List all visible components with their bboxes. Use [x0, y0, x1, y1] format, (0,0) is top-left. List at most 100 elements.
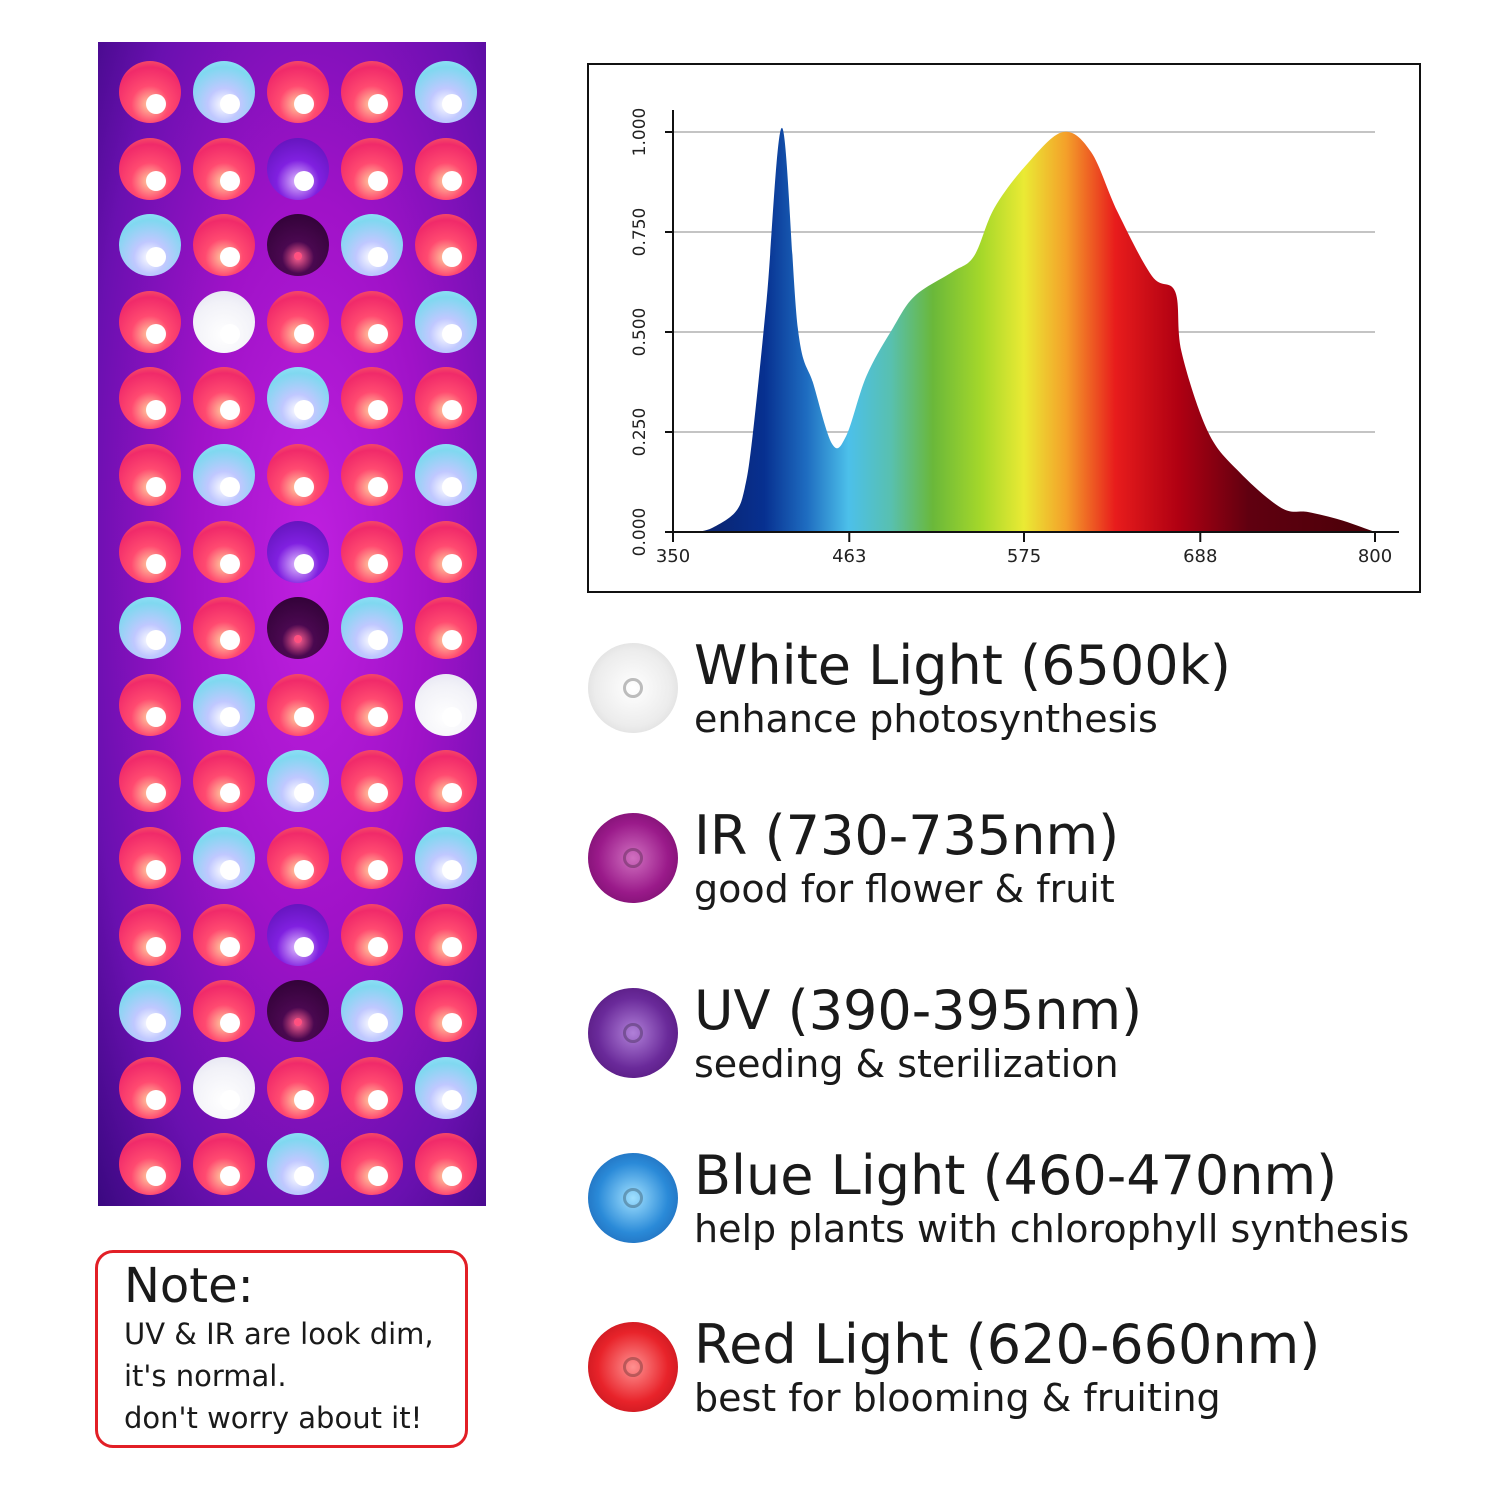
ir-led [267, 214, 329, 277]
led-chip [220, 170, 240, 191]
led-chip [146, 323, 166, 344]
led-grow-light-panel [98, 42, 486, 1206]
blue-led [415, 61, 477, 123]
blue-led-icon [588, 1153, 678, 1243]
led-chip [368, 400, 388, 421]
spectrum-chart: 0.000 0.250 0.500 0.750 1.000 350 463 575 688 800 [587, 63, 1421, 593]
x-tick-label: 463 [832, 546, 866, 567]
led-chip [220, 783, 240, 804]
led-chip [146, 630, 166, 651]
led-chip [442, 1013, 462, 1034]
x-tick-label: 688 [1183, 546, 1217, 567]
red-led [267, 290, 329, 353]
red-led [267, 673, 329, 736]
led-chip [146, 936, 166, 957]
note-line: UV & IR are look dim, [124, 1317, 434, 1351]
red-led [341, 903, 403, 966]
led-chip [294, 635, 302, 644]
blue-led [193, 444, 255, 506]
legend-subtitle: good for flower & fruit [694, 867, 1115, 911]
led-chip [442, 400, 462, 421]
red-led [193, 597, 255, 660]
blue-led [415, 1056, 477, 1119]
red-led [415, 750, 477, 813]
legend-title: White Light (6500k) [694, 634, 1231, 697]
led-chip [294, 936, 314, 957]
ir-led [267, 980, 329, 1043]
led-chip [220, 400, 240, 421]
red-led [119, 520, 181, 583]
blue-led [415, 827, 477, 889]
red-led [415, 980, 477, 1043]
led-chip [146, 94, 166, 114]
y-tick-label: 0.750 [630, 208, 650, 257]
led-chip [442, 706, 462, 727]
y-tick-label: 0.250 [630, 408, 650, 457]
led-chip [442, 860, 462, 880]
led-chip [368, 553, 388, 574]
ir-led [267, 597, 329, 660]
led-chip [368, 630, 388, 651]
led-chip [294, 323, 314, 344]
red-led [119, 137, 181, 200]
led-chip [220, 860, 240, 880]
legend-title: UV (390-395nm) [694, 979, 1143, 1042]
red-led [267, 444, 329, 506]
led-chip [294, 860, 314, 880]
blue-led [341, 214, 403, 277]
blue-led [193, 673, 255, 736]
red-led [415, 1133, 477, 1196]
led-chip [442, 936, 462, 957]
y-tick-label: 0.000 [630, 508, 650, 557]
led-chip [368, 247, 388, 268]
led-chip [294, 1089, 314, 1110]
blue-led [193, 61, 255, 123]
red-led [193, 903, 255, 966]
legend-title: IR (730-735nm) [694, 804, 1120, 867]
led-chip [442, 1089, 462, 1110]
y-tick-label: 0.500 [630, 308, 650, 357]
red-led [119, 61, 181, 123]
red-led [193, 214, 255, 277]
x-tick-label: 350 [656, 546, 690, 567]
red-led [341, 520, 403, 583]
red-led [341, 290, 403, 353]
blue-led [341, 597, 403, 660]
white-led [193, 1056, 255, 1119]
blue-led [119, 214, 181, 277]
led-chip [146, 1089, 166, 1110]
red-led [119, 1133, 181, 1196]
ir-led-icon [588, 813, 678, 903]
spectrum-area [696, 127, 1375, 532]
white-led-icon [588, 643, 678, 733]
led-chip [220, 1013, 240, 1034]
red-led [119, 673, 181, 736]
red-led [119, 903, 181, 966]
note-line: don't worry about it! [124, 1401, 423, 1435]
legend-title: Blue Light (460-470nm) [694, 1144, 1338, 1207]
red-led [193, 750, 255, 813]
legend-subtitle: best for blooming & fruiting [694, 1376, 1221, 1420]
led-chip [294, 706, 314, 727]
led-chip [146, 553, 166, 574]
red-led [267, 61, 329, 123]
led-chip [146, 860, 166, 880]
led-chip [294, 1166, 314, 1187]
white-led [415, 673, 477, 736]
note-title: Note: [124, 1258, 254, 1314]
led-chip [220, 936, 240, 957]
led-chip [294, 400, 314, 421]
red-led [193, 980, 255, 1043]
legend-subtitle: help plants with chlorophyll synthesis [694, 1207, 1410, 1251]
led-chip [368, 860, 388, 880]
led-chip [294, 252, 302, 261]
blue-led [193, 827, 255, 889]
led-chip [220, 477, 240, 497]
red-led [415, 214, 477, 277]
white-led [193, 290, 255, 353]
note-box: Note: UV & IR are look dim, it's normal.… [95, 1250, 468, 1448]
red-led [267, 1056, 329, 1119]
led-chip [368, 477, 388, 497]
led-chip [442, 323, 462, 344]
red-led [119, 367, 181, 430]
